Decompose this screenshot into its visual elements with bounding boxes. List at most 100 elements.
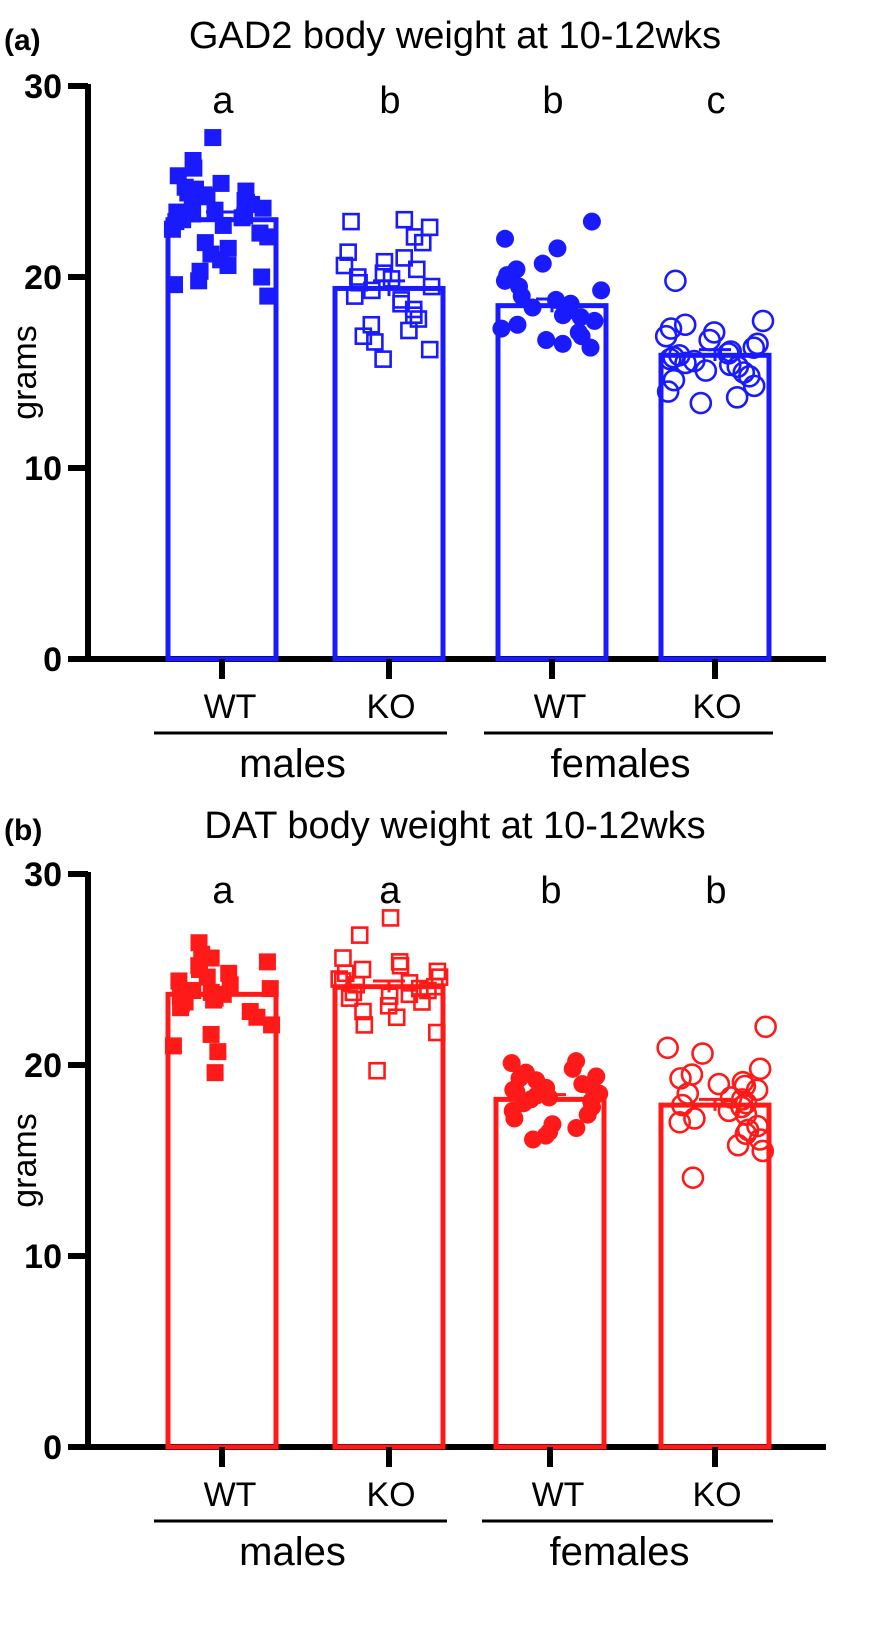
data-point [748, 1128, 772, 1151]
significance-label: a [212, 870, 234, 912]
data-point [734, 1122, 758, 1146]
data-point [198, 968, 216, 986]
data-point [366, 333, 384, 351]
data-point [746, 332, 769, 356]
data-point [409, 310, 428, 328]
data-point [381, 909, 400, 927]
data-point [335, 256, 354, 275]
significance-label: b [540, 870, 561, 912]
panel-label: (a) [4, 24, 41, 57]
data-point [333, 972, 352, 990]
y-axis-label: grams [6, 1113, 44, 1207]
data-point [259, 287, 277, 305]
data-point [340, 989, 359, 1007]
data-point [345, 287, 364, 305]
data-point [502, 1054, 521, 1073]
data-point [733, 1074, 757, 1098]
data-point [170, 972, 188, 990]
data-point [495, 271, 514, 290]
y-tick-label: 30 [24, 856, 62, 894]
data-point [233, 209, 251, 227]
data-point [391, 956, 410, 975]
data-point [419, 981, 437, 1000]
data-point [259, 228, 277, 246]
data-point [671, 1093, 694, 1117]
data-point [505, 1109, 524, 1128]
bar [658, 1102, 772, 1450]
data-point [400, 321, 418, 340]
data-point [582, 212, 601, 231]
data-point [683, 1107, 706, 1130]
data-point [751, 1139, 775, 1163]
data-point [387, 1008, 406, 1027]
y-tick-label: 10 [24, 450, 62, 488]
panel-label: (b) [4, 814, 42, 847]
data-point [578, 1105, 597, 1124]
chart-title: GAD2 body weight at 10-12wks [189, 15, 721, 57]
data-point [673, 313, 697, 337]
data-point [656, 1036, 679, 1060]
y-axis-label: grams [6, 325, 44, 419]
data-point [553, 306, 572, 325]
y-tick-label: 0 [43, 1429, 62, 1467]
significance-label: a [379, 870, 401, 912]
data-point [691, 1042, 714, 1065]
data-point [166, 276, 184, 294]
y-tick-label: 0 [43, 641, 62, 679]
data-point [392, 294, 410, 313]
data-point [258, 953, 276, 971]
data-point [205, 991, 223, 1009]
panel-b: (b) DAT body weight at 10-12wks grams 0 10 20… [4, 805, 826, 1574]
data-point [428, 1023, 446, 1042]
y-tick-label: 30 [24, 68, 62, 106]
significance-label: c [707, 80, 726, 122]
y-tick-label: 20 [24, 1047, 62, 1085]
data-point [689, 391, 713, 415]
data-point [422, 277, 441, 296]
x-tick-label: KO [692, 688, 741, 726]
data-point [363, 281, 381, 300]
data-point [707, 1072, 731, 1096]
significance-label: b [542, 80, 563, 122]
data-point [413, 993, 431, 1011]
data-point [730, 1088, 754, 1111]
data-point [676, 1082, 700, 1105]
data-point [698, 328, 721, 352]
data-point [185, 159, 203, 177]
data-point [375, 252, 394, 271]
data-point [553, 334, 572, 353]
data-point [342, 212, 360, 231]
data-point [330, 970, 348, 988]
data-point [382, 270, 401, 288]
x-tick-label: WT [532, 1476, 585, 1514]
group-label: females [549, 1530, 689, 1574]
data-point [219, 257, 237, 275]
significance-label: b [379, 80, 400, 122]
data-point [172, 999, 190, 1017]
x-tick-label: WT [534, 688, 587, 726]
data-point [658, 347, 682, 371]
chart-title: DAT body weight at 10-12wks [204, 805, 705, 847]
data-point [592, 281, 611, 300]
data-point [656, 380, 680, 403]
data-point [395, 210, 414, 229]
data-point [355, 1016, 374, 1034]
bar [165, 217, 279, 662]
group-label: males [239, 1530, 346, 1574]
group-label: males [239, 742, 346, 786]
bar [495, 303, 609, 662]
panel-a: (a) GAD2 body weight at 10-12wks grams 0 10 2… [4, 15, 826, 786]
data-point [546, 290, 565, 309]
data-point [198, 188, 216, 206]
data-point [533, 254, 552, 273]
group-label: females [550, 742, 690, 786]
data-point [492, 319, 511, 338]
data-point [680, 1063, 704, 1086]
data-point [344, 983, 363, 1002]
data-point [179, 184, 197, 202]
data-point [374, 350, 392, 368]
data-point [368, 1061, 386, 1080]
data-point [413, 233, 432, 252]
data-point [350, 926, 369, 944]
